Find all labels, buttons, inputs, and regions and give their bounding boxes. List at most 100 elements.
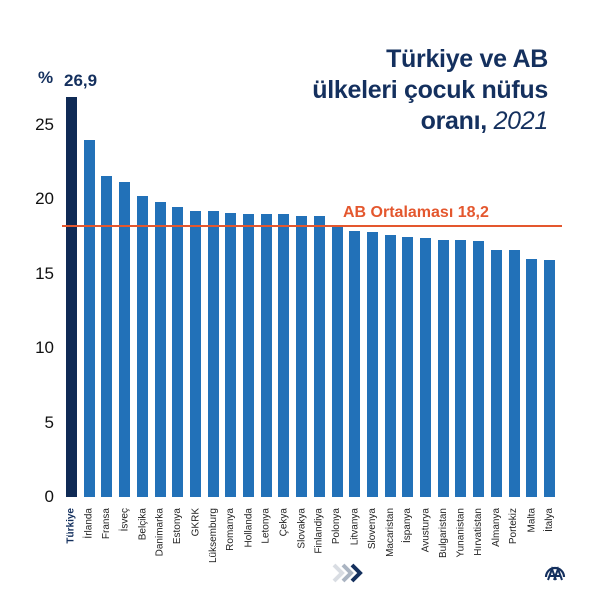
category-name: İtalya [543,508,555,532]
x-tick-label: Letonya [261,508,272,568]
x-tick-label: Finlandiya [314,508,325,568]
highlight-value-label: 26,9 [64,70,98,90]
bar-hollanda [243,214,254,497]
category-name: Slovenya [366,508,378,550]
category-name: Yunanistan [455,508,467,558]
x-tick-label: İtalya [544,508,555,568]
category-name: Malta [526,508,538,533]
y-tick-label: 15 [35,263,54,283]
category-name: Estonya [172,508,184,545]
category-name: Macaristan [384,508,396,557]
bar-i̇rlanda [83,139,95,497]
y-tick-label: 5 [44,412,54,432]
y-tick-label: 0 [44,487,54,506]
x-tick-label: Fransa [101,508,112,568]
bar-hırvatistan [473,241,485,497]
bar-i̇sveç [119,181,131,497]
bar-slovakya [296,215,308,497]
category-name: Fransa [101,508,113,540]
bar-malta [526,258,538,497]
category-name: Polonya [331,508,343,545]
category-name: Romanya [225,508,237,551]
y-tick-label: 25 [35,115,54,134]
x-tick-label: İspanya [402,508,413,568]
category-name: İspanya [402,508,414,544]
x-tick-label: Lüksemburg [208,508,219,568]
category-name: Belçika [136,508,148,541]
category-name: Avusturya [420,508,431,553]
bar-litvanya [349,230,361,497]
category-name: Portekiz [508,508,520,545]
x-tick-label: Bulgaristan [438,508,449,568]
category-name: Almanya [490,508,502,547]
bar-belçika [136,196,148,497]
bar-danimarka [154,202,166,497]
x-tick-label: GKRK [190,508,201,568]
y-tick-label: 10 [35,338,54,358]
bar-gkrk [189,211,201,497]
category-name: Litvanya [349,508,361,546]
category-name: Letonya [260,508,272,544]
x-tick-label: Almanya [491,508,502,568]
x-tick-label: Romanya [225,508,236,568]
bar-i̇talya [543,260,555,497]
bar-i̇spanya [402,236,414,497]
triple-chevron-right-icon [332,562,368,589]
average-label: AB Ortalaması 18,2 [343,204,489,222]
bar-yunanistan [455,239,467,497]
bar-lüksemburg [207,211,219,497]
category-name: Slovakya [296,508,308,549]
title-line-3: oranı, 2021 [420,107,549,135]
x-tick-label: Hırvatistan [473,508,484,568]
x-tick-label: Litvanya [349,508,360,568]
category-name: Finlandiya [313,508,325,554]
y-axis-unit: % [38,68,54,87]
bar-finlandiya [313,215,325,497]
chart-title: Türkiye ve AB ülkeleri çocuk nüfus oranı… [312,44,548,137]
x-tick-label: Portekiz [509,508,520,568]
x-tick-label: Slovakya [296,508,307,568]
title-line-1: Türkiye ve AB [386,45,548,73]
bar-letonya [260,214,272,497]
bar-slovenya [366,232,378,497]
category-name: Hırvatistan [473,508,485,556]
x-tick-label: Hollanda [243,508,254,568]
aa-logo-icon [543,561,567,588]
x-tick-label: Danimarka [155,508,166,568]
bar-türkiye [66,96,77,497]
bar-romanya [225,212,237,497]
category-name: Çekya [278,508,290,537]
category-name: Lüksemburg [207,508,219,564]
category-name: Bulgaristan [437,508,449,559]
x-tick-label: Avusturya [420,508,431,568]
category-name: Hollanda [243,508,254,548]
x-tick-label: İsveç [119,508,130,568]
x-tick-label: Çekya [278,508,289,568]
x-tick-label: İrlanda [84,508,95,568]
x-tick-label: Belçika [137,508,148,568]
x-tick-label: Slovenya [367,508,378,568]
x-tick-label: Malta [526,508,537,568]
x-tick-label: Macaristan [385,508,396,568]
bar-bulgaristan [437,239,449,497]
category-name: Danimarka [154,508,166,557]
title-year: 2021 [493,107,549,135]
bar-fransa [101,175,113,497]
bar-estonya [172,206,184,497]
category-name: GKRK [189,508,201,537]
bar-portekiz [508,249,520,497]
x-tick-label: Estonya [172,508,183,568]
bar-polonya [331,224,343,497]
bar-avusturya [420,238,431,497]
average-line [62,225,562,228]
category-name: Türkiye [66,508,77,544]
title-line-2: ülkeleri çocuk nüfus [312,76,548,104]
x-tick-label: Polonya [332,508,343,568]
category-name: İrlanda [83,508,95,539]
bar-almanya [490,249,502,497]
category-name: İsveç [119,508,131,532]
bar-macaristan [384,235,396,497]
x-tick-label: Yunanistan [455,508,466,568]
bar-çekya [278,214,290,497]
y-tick-label: 20 [35,189,54,209]
